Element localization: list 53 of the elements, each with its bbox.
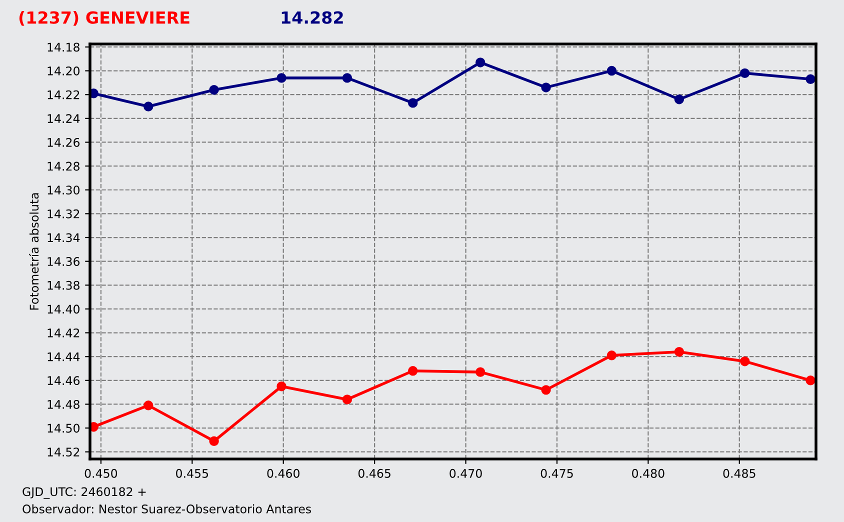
point <box>541 82 551 92</box>
y-tick-label: 14.50 <box>48 424 80 433</box>
x-tick-label: 0.465 <box>358 468 390 478</box>
point <box>276 73 286 83</box>
point <box>342 73 352 83</box>
x-tick-label: 0.475 <box>540 468 573 478</box>
chart-title: (1237) GENEVIERE <box>19 10 190 26</box>
point <box>144 102 154 112</box>
point <box>408 98 418 108</box>
y-tick-label: 14.28 <box>48 162 80 171</box>
y-tick-label: 14.46 <box>48 376 80 386</box>
point <box>476 367 486 377</box>
text: GJD_UTC: 2460182 + <box>22 487 146 499</box>
point <box>209 84 219 95</box>
point <box>276 382 286 392</box>
y-tick-label: 14.24 <box>48 114 80 123</box>
y-tick-label: 14.38 <box>48 280 80 290</box>
y-tick-label: 14.36 <box>48 257 80 266</box>
point <box>806 74 816 84</box>
y-tick-label: 14.26 <box>48 138 80 147</box>
y-tick-label: 14.34 <box>48 233 80 242</box>
y-tick-label: 14.44 <box>48 352 80 362</box>
y-tick-label: 14.40 <box>48 304 80 314</box>
y-tick-label: 14.22 <box>48 90 80 100</box>
chart-subtitle: 14.282 <box>282 11 343 24</box>
y-tick-label: 14.42 <box>48 328 80 338</box>
point <box>209 436 219 446</box>
x-tick-label: 0.480 <box>632 468 664 478</box>
point <box>674 94 684 104</box>
point <box>342 394 352 404</box>
x-tick-label: 0.485 <box>723 468 756 478</box>
x-tick-label: 0.455 <box>176 468 208 478</box>
x-tick-label: 0.450 <box>84 468 118 478</box>
point <box>541 385 551 395</box>
text: Observador: Nestor Suarez-Observatorio Antares <box>22 504 311 514</box>
y-tick-label: 14.52 <box>48 448 80 457</box>
point <box>408 366 418 376</box>
y-tick-label: 14.32 <box>48 209 80 218</box>
y-tick-label: 14.48 <box>48 400 80 409</box>
point <box>740 68 750 78</box>
point <box>806 376 816 386</box>
y-tick-label: 14.20 <box>48 66 80 76</box>
point <box>144 400 154 410</box>
y-axis-title: Fotometría absoluta <box>29 193 39 310</box>
x-tick-label: 0.470 <box>450 468 482 478</box>
point <box>674 346 684 357</box>
point <box>606 350 617 360</box>
point <box>606 66 617 76</box>
x-tick-label: 0.460 <box>267 468 300 478</box>
y-tick-label: 14.30 <box>48 186 80 195</box>
y-tick-label: 14.18 <box>48 42 80 52</box>
point <box>476 58 486 68</box>
point <box>740 356 750 366</box>
